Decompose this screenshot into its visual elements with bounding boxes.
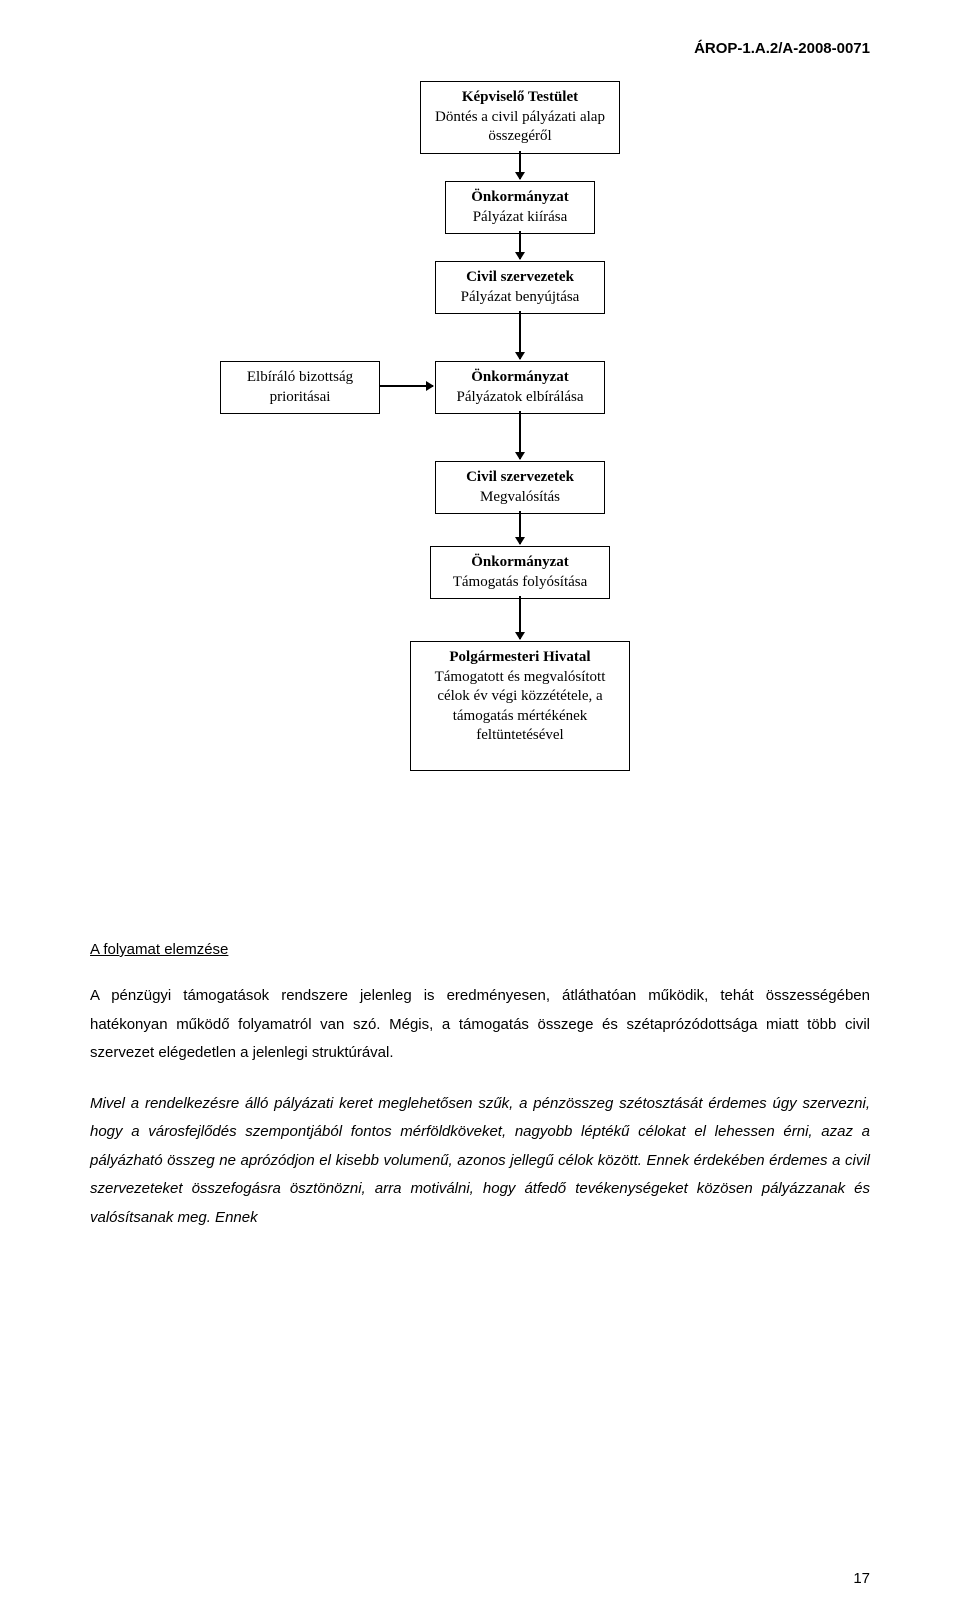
flowchart-node-n3: Civil szervezetekPályázat benyújtása: [435, 261, 605, 314]
flowchart-node-title: Önkormányzat: [446, 368, 594, 388]
flowchart-node-title: Civil szervezetek: [446, 468, 594, 488]
paragraph-1: A pénzügyi támogatások rendszere jelenle…: [90, 982, 870, 1068]
flowchart-node-n1: Képviselő TestületDöntés a civil pályáza…: [420, 81, 620, 154]
flowchart-node-subtitle: Támogatás folyósítása: [441, 573, 599, 593]
flowchart-arrow: [519, 311, 521, 359]
process-flowchart: Képviselő TestületDöntés a civil pályáza…: [90, 81, 870, 901]
flowchart-node-title: Polgármesteri Hivatal: [421, 648, 619, 668]
flowchart-node-title: Képviselő Testület: [431, 88, 609, 108]
document-id-header: ÁROP-1.A.2/A-2008-0071: [90, 40, 870, 57]
document-page: ÁROP-1.A.2/A-2008-0071 Képviselő Testüle…: [0, 0, 960, 1617]
flowchart-node-title: Önkormányzat: [441, 553, 599, 573]
section-title: A folyamat elemzése: [90, 941, 870, 958]
flowchart-arrow: [519, 231, 521, 259]
flowchart-node-n2: ÖnkormányzatPályázat kiírása: [445, 181, 595, 234]
paragraph-2: Mivel a rendelkezésre álló pályázati ker…: [90, 1090, 870, 1233]
flowchart-node-n5: Civil szervezetekMegvalósítás: [435, 461, 605, 514]
flowchart-node-subtitle: Pályázat kiírása: [456, 208, 584, 228]
flowchart-arrow: [519, 511, 521, 544]
flowchart-node-subtitle: Támogatott és megvalósított célok év vég…: [421, 668, 619, 746]
flowchart-arrow: [519, 596, 521, 639]
flowchart-node-subtitle: Pályázat benyújtása: [446, 288, 594, 308]
flowchart-node-n6: ÖnkormányzatTámogatás folyósítása: [430, 546, 610, 599]
flowchart-arrow: [519, 411, 521, 459]
flowchart-node-subtitle: prioritásai: [231, 388, 369, 408]
flowchart-node-title: Önkormányzat: [456, 188, 584, 208]
flowchart-node-title: Civil szervezetek: [446, 268, 594, 288]
flowchart-node-title: Elbíráló bizottság: [231, 368, 369, 388]
flowchart-node-side: Elbíráló bizottságprioritásai: [220, 361, 380, 414]
flowchart-node-subtitle: Döntés a civil pályázati alap összegéről: [431, 108, 609, 147]
flowchart-node-subtitle: Megvalósítás: [446, 488, 594, 508]
flowchart-arrow: [380, 385, 433, 387]
page-number: 17: [853, 1570, 870, 1587]
flowchart-node-subtitle: Pályázatok elbírálása: [446, 388, 594, 408]
flowchart-node-n7: Polgármesteri HivatalTámogatott és megva…: [410, 641, 630, 771]
flowchart-node-n4: ÖnkormányzatPályázatok elbírálása: [435, 361, 605, 414]
flowchart-arrow: [519, 151, 521, 179]
